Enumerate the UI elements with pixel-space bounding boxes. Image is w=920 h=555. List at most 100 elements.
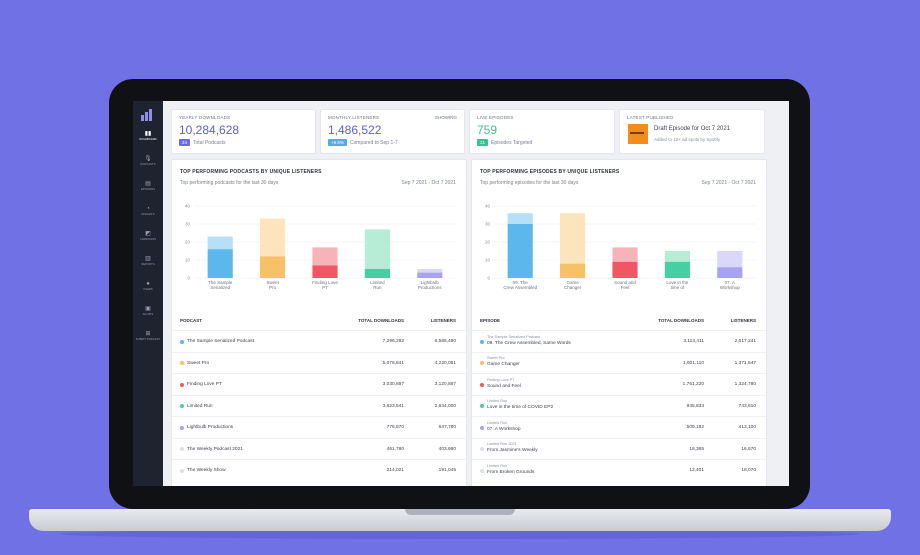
panel-subtitle: Top performing podcasts for the last 30 … xyxy=(180,180,279,186)
campaigns-icon: ◩ xyxy=(145,231,151,237)
series-color-dot xyxy=(480,382,484,387)
laptop-base xyxy=(29,509,891,531)
bar-listeners-09-the-crew-assembled[interactable] xyxy=(507,224,533,278)
podcast-name: Limited Run 2021 xyxy=(487,442,517,446)
table-row[interactable]: The Sample Serialized Podcast 7,296,292 6,… xyxy=(172,330,466,352)
sidebar-item-episodes[interactable]: ▤ Episodes xyxy=(133,181,163,191)
table-row[interactable]: Limited Run From Broken Grounds 13,401 18,0… xyxy=(472,459,766,481)
sidebar-item-insights[interactable]: ◔ Insights xyxy=(133,206,163,216)
table-row[interactable]: Limited Run Love in the time of COVID EP2… xyxy=(472,394,766,417)
table-row[interactable]: Limited Run 07. A Workshop 509,182 413,100 xyxy=(472,416,766,438)
col-header-downloads[interactable]: Total Downloads xyxy=(358,318,404,323)
x-tick-label: Sound and Feel xyxy=(614,280,636,290)
episode-name[interactable]: From Jasmine's Weekly xyxy=(487,448,538,453)
bar-listeners-love-in-the-time-of[interactable] xyxy=(664,261,690,278)
episode-name[interactable]: From Broken Grounds xyxy=(487,469,535,475)
podcast-name[interactable]: Limited Run xyxy=(187,403,213,409)
latest-published-card[interactable]: Latest Published Draft Episode for Oct 7… xyxy=(619,109,765,154)
bar-total-sound-and-feel[interactable] xyxy=(612,247,638,262)
podcast-name: Sweet Pro xyxy=(487,356,505,360)
podcast-name[interactable]: Lightbulb Productions xyxy=(187,425,234,430)
series-color-dot xyxy=(180,382,184,387)
sidebar-item-campaigns[interactable]: ◩ Campaigns xyxy=(133,231,163,241)
date-range[interactable]: Sep 7 2021 - Oct 7 2021 xyxy=(401,180,456,186)
table-row[interactable]: The Weekly Podcast 2021 461,780 403,660 xyxy=(172,437,466,460)
dashboard-icon: ▮▮ xyxy=(144,131,152,137)
col-header-listeners[interactable]: Listeners xyxy=(730,318,756,323)
logo-icon[interactable] xyxy=(141,109,155,121)
podcast-name: The Sample Serialized Podcast xyxy=(487,334,540,339)
sidebar-item-reports[interactable]: ▥ Reports xyxy=(133,256,163,266)
latest-episode-title[interactable]: Draft Episode for Oct 7 2021 xyxy=(654,126,731,132)
podcast-name[interactable]: The Sample Serialized Podcast xyxy=(187,339,254,344)
bar-listeners-lightbulb-productions[interactable] xyxy=(417,272,443,278)
series-color-dot xyxy=(480,425,484,430)
podcast-name[interactable]: Finding Love PT xyxy=(187,382,222,387)
bar-listeners-limited-run[interactable] xyxy=(364,269,390,278)
podcast-name[interactable]: The Weekly Show xyxy=(187,468,226,473)
card-filter[interactable]: Showing xyxy=(435,115,457,120)
bar-listeners-07-a-workshop[interactable] xyxy=(717,267,743,278)
bar-total-sweet-pro[interactable] xyxy=(260,218,286,257)
table-row[interactable]: Finding Love PT 3,030,897 3,120,887 xyxy=(172,373,466,395)
bar-total-07-a-workshop[interactable] xyxy=(717,251,743,268)
episode-thumbnail xyxy=(628,124,648,144)
bar-total-09-the-crew-assembled[interactable] xyxy=(507,213,533,224)
episode-name[interactable]: Game Changer xyxy=(487,362,520,367)
top-podcasts-panel: TOP PERFORMING PODCASTS BY UNIQUE LISTEN… xyxy=(171,159,467,486)
laptop-shadow xyxy=(60,529,860,539)
col-header-downloads[interactable]: Total Downloads xyxy=(658,318,704,323)
y-tick-label: 30 xyxy=(185,222,191,227)
table-row[interactable]: Sweet Pro Game Changer 1,601,110 1,371,547 xyxy=(472,351,766,374)
sidebar-item-label: Ad Ops xyxy=(142,313,154,316)
bar-listeners-game-changer[interactable] xyxy=(560,263,586,278)
sidebar-item-submit-podcast[interactable]: ⊞ Submit Podcast xyxy=(133,331,163,341)
listeners: 191,045 xyxy=(438,468,456,473)
bar-total-finding-love-pt[interactable] xyxy=(312,247,338,266)
sidebar-item-dashboard[interactable]: ▮▮ Dashboard xyxy=(133,131,163,141)
bar-total-love-in-the-time-of[interactable] xyxy=(664,251,690,262)
sidebar-item-podcasts[interactable]: 🎙 Podcasts xyxy=(133,156,163,166)
card-subtitle: Episodes Targeted xyxy=(491,139,533,146)
series-color-dot xyxy=(480,447,484,451)
bar-listeners-the-sample-serialized[interactable] xyxy=(207,249,233,278)
episode-name[interactable]: Sound and Feel xyxy=(487,383,521,389)
total-downloads: 3,113,411 xyxy=(683,339,704,344)
sidebar-item-ad-ops[interactable]: ▣ Ad Ops xyxy=(133,306,163,316)
col-header-podcast[interactable]: Podcast xyxy=(180,318,203,323)
episode-name[interactable]: 09. The Crew Assembled, Same Words xyxy=(487,340,571,346)
table-row[interactable]: The Sample Serialized Podcast 09. The Cre… xyxy=(472,330,766,352)
laptop-notch xyxy=(405,509,515,515)
podcast-name[interactable]: Sweet Pro xyxy=(187,360,210,366)
card-subtitle: Total Podcasts xyxy=(193,139,226,146)
table-row[interactable]: Lightbulb Productions 776,870 647,780 xyxy=(172,416,466,438)
bar-total-limited-run[interactable] xyxy=(364,229,390,269)
sidebar-item-label: Campaigns xyxy=(139,238,157,241)
bar-total-lightbulb-productions[interactable] xyxy=(417,269,443,273)
bar-total-game-changer[interactable] xyxy=(560,213,586,264)
table-row[interactable]: Limited Run 3,623,541 2,634,000 xyxy=(172,394,466,417)
table-row[interactable]: Sweet Pro 5,076,841 4,220,061 xyxy=(172,351,466,374)
episode-name[interactable]: 07. A Workshop xyxy=(487,426,521,432)
episode-name[interactable]: Love in the time of COVID EP2 xyxy=(487,405,554,410)
bar-listeners-sweet-pro[interactable] xyxy=(260,256,286,278)
bar-listeners-sound-and-feel[interactable] xyxy=(612,261,638,278)
panel-subtitle: Top performing episodes for the last 30 … xyxy=(480,180,579,186)
x-tick-label: Lightbulb Productions xyxy=(418,280,443,290)
sidebar-item-users[interactable]: ● Users xyxy=(133,281,163,291)
listeners: 3,120,887 xyxy=(434,382,456,387)
table-row[interactable]: Limited Run 2021 From Jasmine's Weekly 18,… xyxy=(472,437,766,460)
col-header-listeners[interactable]: Listeners xyxy=(430,318,456,323)
listeners: 1,324,780 xyxy=(734,382,756,387)
table-row[interactable]: Finding Love PT Sound and Feel 1,761,220 1,… xyxy=(472,373,766,395)
table-row[interactable]: The Weekly Show 214,021 191,045 xyxy=(172,459,466,481)
sidebar-item-label: Users xyxy=(143,288,153,291)
total-downloads: 509,182 xyxy=(686,425,704,430)
bar-listeners-finding-love-pt[interactable] xyxy=(312,265,338,278)
col-header-episode[interactable]: Episode xyxy=(480,318,501,323)
bar-total-the-sample-serialized[interactable] xyxy=(207,236,233,250)
sidebar-item-label: Podcasts xyxy=(140,163,156,166)
total-downloads: 3,030,897 xyxy=(382,382,404,387)
podcast-name[interactable]: The Weekly Podcast 2021 xyxy=(187,446,243,452)
date-range[interactable]: Sep 7 2021 - Oct 7 2021 xyxy=(701,180,756,186)
